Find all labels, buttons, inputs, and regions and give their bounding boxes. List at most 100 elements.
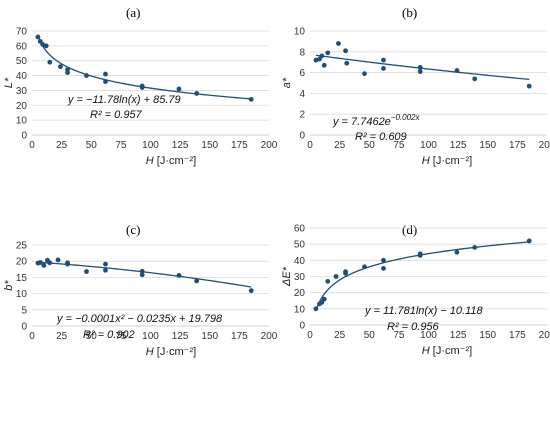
data-point (472, 245, 478, 250)
data-point (176, 86, 182, 92)
trend-line (315, 54, 530, 80)
data-point (103, 267, 108, 273)
r-squared: R² = 0.609 (355, 131, 407, 143)
panel-label: (a) (126, 5, 140, 20)
data-point (454, 68, 460, 73)
x-tick-label: 50 (86, 140, 98, 151)
data-point (454, 249, 460, 255)
data-point (344, 60, 350, 66)
y-tick-label: 40 (16, 71, 28, 82)
y-tick-label: 40 (294, 256, 306, 267)
data-point (362, 71, 367, 77)
x-tick-label: 100 (420, 140, 437, 151)
trend-line (37, 35, 252, 100)
x-axis-variable: H (146, 346, 154, 358)
x-tick-label: 50 (364, 330, 376, 341)
y-tick-label: 20 (16, 257, 28, 268)
data-point (417, 65, 423, 70)
y-tick-label: 60 (294, 224, 306, 235)
y-tick-label: 4 (299, 89, 305, 100)
x-tick-label: 25 (56, 331, 68, 342)
fit-equation: y = −0.0001x² − 0.0235x + 19.798 (56, 313, 223, 325)
x-tick-label: 75 (115, 140, 127, 151)
y-tick-label: 0 (299, 131, 305, 142)
x-tick-label: 200 (539, 140, 550, 151)
data-point (103, 71, 108, 77)
x-tick-label: 125 (450, 140, 467, 151)
data-point (248, 288, 254, 294)
x-axis-variable: H (422, 345, 430, 357)
x-tick-label: 25 (56, 140, 68, 151)
data-point (43, 43, 49, 49)
data-point (58, 64, 63, 70)
x-tick-label: 75 (393, 140, 405, 151)
data-point (103, 79, 108, 84)
x-tick-label: 150 (479, 140, 496, 151)
y-tick-label: 10 (294, 304, 306, 315)
x-tick-label: 200 (261, 331, 278, 342)
x-tick-label: 125 (172, 331, 189, 342)
x-tick-label: 175 (509, 140, 526, 151)
panel-label: (b) (402, 5, 417, 20)
x-axis-unit: [J·cm⁻²] (154, 155, 196, 167)
data-point (41, 263, 47, 268)
x-axis-variable: H (146, 155, 154, 167)
x-tick-label: 150 (201, 140, 218, 151)
data-point (381, 57, 386, 63)
x-tick-label: 0 (29, 140, 35, 151)
data-point (381, 66, 386, 71)
data-point (362, 264, 367, 270)
x-tick-label: 100 (142, 331, 159, 342)
x-axis-unit: [J·cm⁻²] (430, 345, 472, 357)
fit-equation-main: y = −11.78ln(x) + 85.79 (67, 94, 181, 106)
x-tick-label: 175 (509, 330, 526, 341)
data-point (313, 306, 319, 312)
data-point (65, 67, 70, 73)
y-tick-label: 10 (16, 289, 28, 300)
data-point (343, 48, 348, 54)
x-tick-label: 175 (231, 331, 248, 342)
x-axis-title: H [J·cm⁻²] (422, 155, 472, 167)
data-point (325, 278, 331, 284)
y-tick-label: 2 (299, 110, 305, 121)
data-point (417, 251, 423, 257)
x-tick-label: 0 (307, 330, 313, 341)
data-point (526, 238, 532, 244)
data-point (35, 34, 41, 40)
data-point (139, 83, 145, 89)
data-point (248, 96, 254, 102)
x-tick-label: 50 (86, 331, 98, 342)
y-tick-label: 50 (16, 56, 28, 67)
y-tick-label: 70 (16, 27, 28, 38)
data-point (321, 62, 327, 68)
y-axis-title: b* (3, 280, 15, 291)
data-point (194, 278, 200, 284)
data-point (194, 91, 200, 96)
y-tick-label: 30 (16, 86, 28, 97)
fit-equation: y = 11.781ln(x) − 10.118 (364, 305, 483, 317)
data-point (343, 270, 348, 276)
data-point (55, 257, 61, 263)
x-axis-unit: [J·cm⁻²] (430, 155, 472, 167)
y-tick-label: 60 (16, 41, 28, 52)
data-point (472, 76, 478, 82)
x-tick-label: 100 (142, 140, 159, 151)
fit-equation: y = 7.7462e−0.002x (332, 113, 421, 128)
fit-equation-exponent: −0.002x (391, 113, 421, 122)
data-point (176, 273, 182, 278)
y-tick-label: 10 (294, 27, 306, 38)
x-tick-label: 200 (261, 140, 278, 151)
fit-equation-main: y = 11.781ln(x) − 10.118 (364, 305, 483, 317)
y-tick-label: 50 (294, 240, 306, 251)
fit-equation-main: y = −0.0001x² − 0.0235x + 19.798 (56, 313, 223, 325)
y-tick-label: 0 (21, 131, 27, 142)
data-point (84, 73, 89, 78)
data-point (417, 69, 423, 74)
y-tick-label: 20 (16, 101, 28, 112)
r-squared: R² = 0.957 (90, 109, 143, 121)
data-point (37, 260, 43, 265)
y-tick-label: 8 (299, 47, 305, 58)
y-tick-label: 30 (294, 272, 306, 283)
x-axis-title: H [J·cm⁻²] (422, 345, 472, 357)
r-squared: R² = 0.902 (83, 329, 135, 341)
